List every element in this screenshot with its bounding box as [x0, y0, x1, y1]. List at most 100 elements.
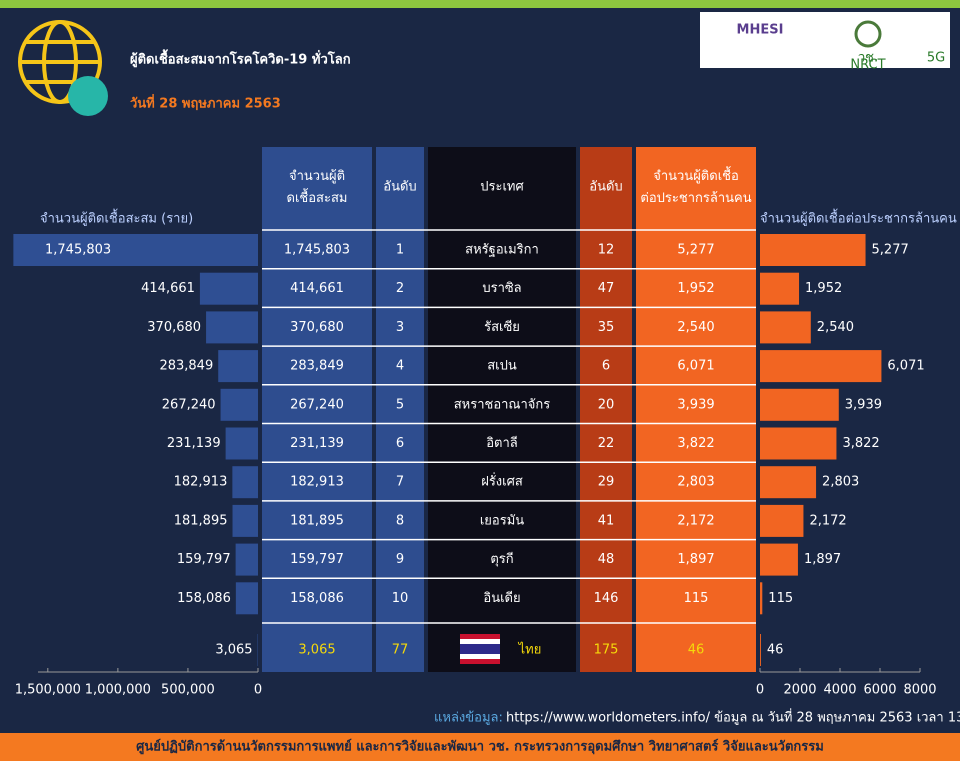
footer-band	[0, 733, 960, 761]
value-label: 1,952	[805, 281, 842, 296]
logo-seal	[854, 20, 882, 48]
table-cell: 41	[598, 513, 615, 528]
table-column	[580, 147, 632, 672]
table-cell: 29	[598, 475, 615, 490]
table-cell: 3,065	[298, 643, 335, 658]
value-label: 158,086	[177, 591, 231, 606]
value-label: 6,071	[887, 359, 924, 374]
table-cell: 5,277	[677, 243, 714, 258]
table-cell: 5	[396, 397, 404, 412]
value-label: 46	[767, 643, 784, 658]
table-cell: 47	[598, 281, 615, 296]
thai-flag	[460, 644, 500, 654]
value-label: 370,680	[147, 320, 201, 335]
table-cell: ฝรั่งเศส	[481, 473, 523, 490]
table-cell: 1	[396, 243, 404, 258]
thai-flag	[460, 634, 500, 639]
table-cell: ไทย	[518, 642, 542, 658]
bar	[235, 543, 258, 576]
table-cell: 146	[594, 591, 619, 606]
value-label: 2,540	[817, 320, 854, 335]
bar	[220, 388, 258, 421]
bar	[760, 234, 866, 266]
table-cell: บราซิล	[482, 281, 521, 296]
table: จำนวนผู้ติดเชื้อสะสม อันดับ ประเทศ อันดับ จำ…	[262, 147, 756, 672]
bar	[760, 272, 800, 305]
value-label: 2,172	[809, 513, 846, 528]
table-cell: 2,803	[677, 475, 714, 490]
value-label: 3,939	[845, 397, 882, 412]
table-cell: 370,680	[290, 320, 344, 335]
table-cell: 8	[396, 513, 404, 528]
bar	[218, 350, 258, 383]
bar	[225, 427, 258, 460]
bar	[760, 543, 798, 576]
x-tick-label: 0	[756, 683, 764, 698]
subtitle: วันที่ 28 พฤษภาคม 2563	[130, 94, 281, 112]
logo-sub2: NRCT	[850, 58, 885, 73]
value-label: 181,895	[174, 513, 228, 528]
top-strip	[0, 0, 960, 8]
table-cell: 20	[598, 397, 615, 412]
x-tick-label: 0	[254, 683, 262, 698]
axis-title: จำนวนผู้ติดเชื้อสะสม (ราย)	[40, 209, 193, 227]
table-cell: 267,240	[290, 397, 344, 412]
thai-flag	[460, 639, 500, 644]
table-cell: ตุรกี	[490, 551, 513, 567]
value-label: 231,139	[167, 436, 221, 451]
bar	[235, 582, 258, 615]
bar	[199, 272, 258, 305]
bar	[232, 466, 258, 499]
table-cell: อินเดีย	[483, 590, 520, 606]
table-cell: 2	[396, 281, 404, 296]
table-cell: 1,897	[677, 552, 714, 567]
table-cell: 22	[598, 436, 615, 451]
charts: จำนวนผู้ติดเชื้อสะสม (ราย) 1,500,000 1,000…	[13, 209, 957, 698]
footer: ศูนย์ปฏิบัติการด้านนวัตกรรมการแพทย์ และก…	[136, 739, 824, 755]
table-cell: สหราชอาณาจักร	[454, 397, 551, 412]
table-cell: 283,849	[290, 359, 344, 374]
value-label: 283,849	[159, 359, 213, 374]
logo-text: MHESI	[737, 23, 784, 38]
value-label: 5,277	[872, 243, 909, 258]
table-cell: 181,895	[290, 513, 344, 528]
column-header: จำนวนผู้ติดเชื้อสะสม	[287, 169, 348, 206]
table-cell: 46	[688, 643, 705, 658]
table-cell: 159,797	[290, 552, 344, 567]
x-tick-label: 2000	[783, 683, 816, 698]
table-column	[428, 147, 576, 672]
table-cell: 115	[684, 591, 709, 606]
table-column	[376, 147, 424, 672]
column-header: จำนวนผู้ติดเชื้อต่อประชากรล้านคน	[640, 166, 751, 206]
table-cell: เยอรมัน	[480, 513, 524, 528]
value-label: 159,797	[177, 552, 231, 567]
table-cell: รัสเซีย	[484, 319, 520, 335]
table-cell: 231,139	[290, 436, 344, 451]
x-tick-label: 1,000,000	[85, 683, 151, 698]
table-cell: 48	[598, 552, 615, 567]
table-cell: 7	[396, 475, 404, 490]
table-cell: 35	[598, 320, 615, 335]
table-cell: 10	[392, 591, 409, 606]
value-label: 267,240	[162, 397, 216, 412]
logo-sub: วช.	[858, 51, 878, 66]
x-tick-label: 6000	[863, 683, 896, 698]
value-label: 115	[768, 591, 793, 606]
value-label: 182,913	[174, 475, 228, 490]
thai-flag	[460, 659, 500, 664]
table-cell: 6,071	[677, 359, 714, 374]
value-label: 1,745,803	[45, 243, 111, 258]
bar	[206, 311, 258, 344]
table-column	[636, 147, 756, 672]
table-cell: 175	[594, 643, 619, 658]
table-cell: 3	[396, 320, 404, 335]
table-cell: 77	[392, 643, 409, 658]
column-header: อันดับ	[383, 180, 416, 195]
people-icon	[68, 76, 108, 116]
value-label: 3,822	[842, 436, 879, 451]
table-cell: 6	[602, 359, 610, 374]
bar	[760, 427, 837, 460]
table-cell: 6	[396, 436, 404, 451]
source-label: แหล่งข้อมูล:	[434, 711, 503, 726]
